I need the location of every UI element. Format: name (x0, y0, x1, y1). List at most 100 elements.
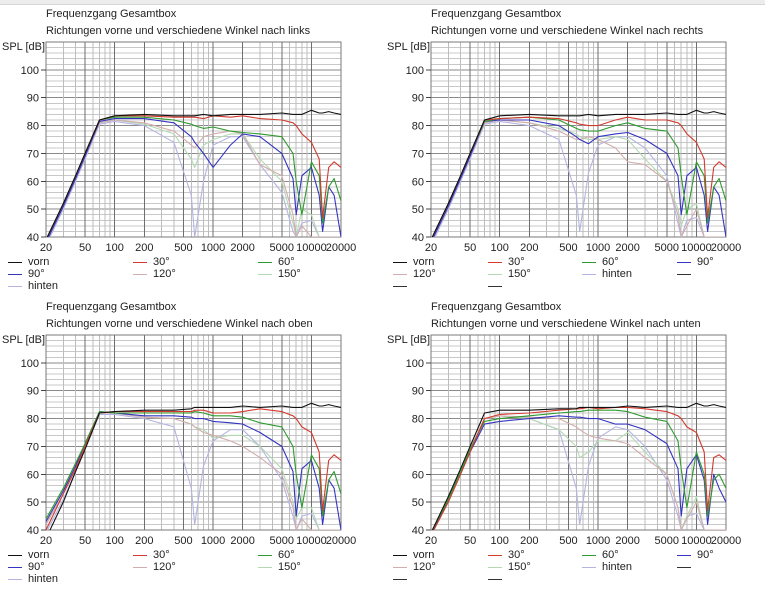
legend-item: 120° (133, 561, 176, 573)
y-tick-label: 100 (21, 65, 39, 77)
y-tick-label: 100 (406, 358, 424, 370)
legend-label: hinten (28, 573, 58, 585)
legend-swatch (677, 566, 691, 568)
legend-swatch (258, 554, 272, 556)
legend-item: hinten (582, 561, 632, 573)
plot-area (431, 335, 726, 530)
x-tick-label: 5000 (655, 535, 679, 547)
x-tick-label: 2000 (615, 535, 639, 547)
legend-item: vorn (8, 256, 49, 268)
x-tick-label: 20 (40, 242, 52, 254)
legend-swatch (677, 261, 691, 263)
y-tick-label: 100 (406, 65, 424, 77)
x-tick-label: 1000 (201, 242, 225, 254)
x-tick-label: 100 (106, 242, 124, 254)
legend-swatch (393, 273, 407, 275)
y-tick-label: 90 (412, 93, 424, 105)
legend-item: 60° (258, 256, 295, 268)
legend-label: 150° (278, 268, 301, 280)
chart-unten: Frequenzgang Gesamtbox Richtungen vorne u… (385, 293, 765, 588)
x-tick-label: 50 (464, 535, 476, 547)
y-tick-label: 60 (412, 469, 424, 481)
x-tick-label: 20000 (711, 535, 742, 547)
legend-label: 30° (508, 256, 525, 268)
legend-swatch (133, 261, 147, 263)
x-tick-label: 50 (464, 242, 476, 254)
x-tick-label: 20000 (711, 242, 742, 254)
x-tick-label: 200 (135, 535, 153, 547)
legend-label: 60° (602, 549, 619, 561)
legend-swatch (393, 566, 407, 568)
y-axis-label: SPL [dB] (387, 41, 430, 53)
y-tick-label: 80 (27, 121, 39, 133)
y-tick-label: 60 (27, 176, 39, 188)
x-tick-label: 500 (559, 535, 577, 547)
x-tick-label: 20 (40, 535, 52, 547)
legend-item: 30° (488, 256, 525, 268)
legend-label: 60° (278, 549, 295, 561)
x-tick-label: 20000 (326, 242, 357, 254)
plot-frame (45, 334, 342, 531)
series-line-0 (431, 109, 726, 237)
legend-item: 150° (488, 561, 531, 573)
legend: vorn 30° 60° 90° 120° 150° hinten (385, 256, 765, 296)
legend-label: vorn (28, 256, 50, 268)
legend-swatch (8, 261, 22, 263)
legend-label: hinten (602, 561, 632, 573)
legend-item (393, 573, 413, 585)
legend-label: 120° (413, 561, 436, 573)
x-tick-label: 5000 (270, 535, 294, 547)
legend-swatch (582, 554, 596, 556)
chart-subtitle: Richtungen vorne und verschiedene Winkel… (431, 25, 704, 37)
plot-frame (430, 334, 727, 531)
y-tick-label: 40 (27, 525, 39, 537)
chart-svg: Frequenzgang Gesamtbox Richtungen vorne u… (2, 8, 357, 254)
x-tick-label: 2000 (615, 242, 639, 254)
legend-swatch (677, 554, 691, 556)
legend-item: 90° (8, 561, 45, 573)
x-tick-label: 50 (79, 242, 91, 254)
legend-item (677, 268, 697, 280)
legend-item: 30° (488, 549, 525, 561)
legend-item: 120° (133, 268, 176, 280)
y-tick-label: 40 (412, 232, 424, 244)
y-tick-label: 70 (412, 441, 424, 453)
legend-label: 150° (278, 561, 301, 573)
y-tick-label: 50 (27, 497, 39, 509)
series-line-0 (431, 402, 726, 530)
x-tick-label: 20000 (326, 535, 357, 547)
x-tick-label: 200 (135, 242, 153, 254)
legend-label: 30° (153, 549, 170, 561)
legend-item: 150° (258, 561, 301, 573)
legend-item: 90° (677, 549, 714, 561)
legend-swatch (488, 261, 502, 263)
legend-swatch (8, 578, 22, 580)
series-line-6 (49, 120, 341, 237)
legend-swatch (133, 273, 147, 275)
legend-label: 150° (508, 561, 531, 573)
y-tick-label: 90 (412, 386, 424, 398)
chart-rechts: Frequenzgang Gesamtbox Richtungen vorne u… (385, 0, 765, 295)
y-tick-label: 40 (412, 525, 424, 537)
legend-swatch (258, 566, 272, 568)
legend-swatch (582, 273, 596, 275)
chart-title: Frequenzgang Gesamtbox (46, 301, 177, 313)
y-tick-label: 40 (27, 232, 39, 244)
legend-swatch (8, 285, 22, 287)
y-tick-label: 60 (412, 176, 424, 188)
x-tick-label: 500 (174, 242, 192, 254)
x-tick-label: 10000 (681, 535, 712, 547)
legend-item: hinten (8, 573, 58, 585)
legend-label: vorn (413, 549, 435, 561)
legend-item (677, 561, 697, 573)
x-tick-label: 20 (425, 535, 437, 547)
chart-svg: Frequenzgang Gesamtbox Richtungen vorne u… (2, 301, 357, 547)
y-tick-label: 80 (412, 414, 424, 426)
legend-swatch (8, 273, 22, 275)
legend-item: 30° (133, 549, 170, 561)
series-line-2 (46, 411, 341, 520)
x-tick-label: 20 (425, 242, 437, 254)
x-tick-label: 500 (559, 242, 577, 254)
legend-swatch (258, 273, 272, 275)
legend-label: 90° (697, 549, 714, 561)
